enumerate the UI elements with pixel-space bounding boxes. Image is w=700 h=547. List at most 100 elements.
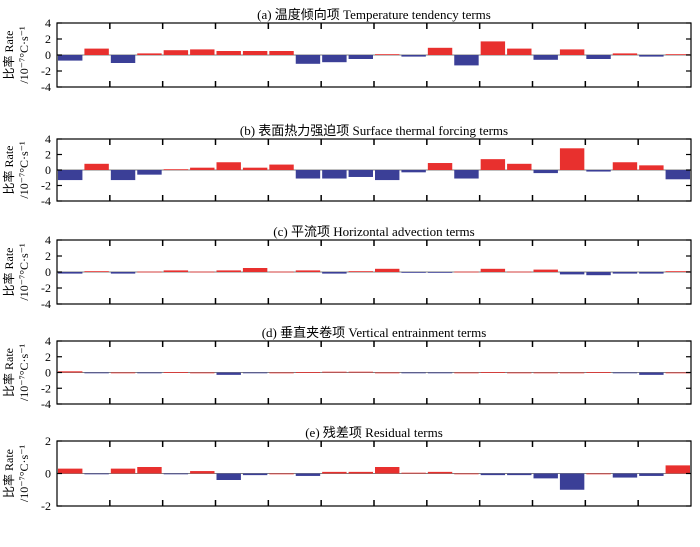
y-tick-label: 4 (45, 16, 51, 30)
y-axis-unit: /10⁻⁷°C·s⁻¹ (17, 444, 31, 502)
bar (269, 271, 294, 273)
y-axis-label: 比率 Rate (1, 31, 16, 80)
bar (348, 371, 373, 373)
bar (533, 473, 558, 479)
bar (190, 167, 215, 170)
panel-d: (d) 垂直夹卷项 Vertical entrainment terms -4 -2… (1, 325, 692, 411)
bar (533, 269, 558, 272)
bar (216, 270, 241, 272)
bar (559, 272, 585, 275)
bar (322, 471, 347, 474)
bar (454, 372, 479, 374)
bar (269, 164, 294, 170)
bar (507, 271, 532, 273)
bar (639, 372, 664, 375)
bar (295, 170, 321, 179)
bar (375, 467, 400, 474)
bar (295, 270, 321, 272)
bar (507, 473, 532, 476)
bar (110, 272, 136, 274)
bar (375, 372, 400, 374)
bar (427, 272, 453, 273)
panel-c: (c) 平流项 Horizontal advection terms -4 -2 0 2… (1, 224, 692, 311)
y-axis-unit: /10⁻⁷°C·s⁻¹ (17, 141, 31, 199)
y-tick-label: 4 (45, 132, 51, 146)
bar (163, 473, 189, 475)
y-tick-label: 2 (45, 434, 51, 448)
y-tick-label: 0 (45, 48, 51, 62)
bar (533, 55, 558, 60)
bar (269, 51, 294, 55)
y-tick-label: -4 (41, 297, 51, 311)
bar (639, 272, 664, 274)
bar (665, 170, 690, 180)
bar (480, 268, 506, 272)
bar (427, 372, 453, 374)
bar (163, 270, 189, 272)
bar (348, 55, 373, 59)
panel-title: (a) 温度倾向项 Temperature tendency terms (257, 7, 491, 22)
bar (137, 53, 162, 55)
bar (58, 272, 83, 274)
bar (295, 55, 321, 64)
bar (84, 163, 109, 170)
y-tick-label: 0 (45, 163, 51, 177)
bar (84, 372, 109, 374)
bar (480, 372, 506, 373)
bar (480, 41, 506, 55)
bar (401, 170, 426, 173)
bar (242, 167, 268, 170)
bar (242, 473, 268, 476)
bar (348, 271, 373, 272)
y-axis-label: 比率 Rate (1, 248, 16, 297)
bar (586, 272, 611, 276)
bar (612, 272, 638, 274)
bar (58, 55, 83, 61)
bar (84, 473, 109, 475)
bar (507, 372, 532, 374)
bar (559, 49, 585, 55)
y-tick-label: 2 (45, 350, 51, 364)
bar (110, 372, 136, 374)
bar (190, 271, 215, 273)
bar (454, 271, 479, 273)
y-axis-unit: /10⁻⁷°C·s⁻¹ (17, 343, 31, 401)
bar (137, 467, 162, 474)
bar (137, 170, 162, 175)
y-tick-label: -4 (41, 397, 51, 411)
y-tick-label: -2 (41, 179, 51, 193)
bar (559, 473, 585, 490)
bar (216, 162, 241, 170)
y-axis-label: 比率 Rate (1, 449, 16, 498)
y-tick-label: -2 (41, 281, 51, 295)
y-tick-label: 2 (45, 249, 51, 263)
bar (163, 372, 189, 373)
bar (269, 372, 294, 374)
bar (375, 54, 400, 55)
bar (110, 170, 136, 181)
bar (427, 471, 453, 474)
bar (190, 471, 215, 474)
bar (348, 170, 373, 177)
bar (322, 371, 347, 373)
bar (137, 372, 162, 374)
bar (401, 472, 426, 474)
panel-title: (e) 残差项 Residual terms (305, 425, 443, 440)
bar (533, 372, 558, 374)
panel-title: (b) 表面热力强迫项 Surface thermal forcing term… (240, 123, 508, 138)
bar (665, 372, 690, 374)
bar (190, 49, 215, 55)
bar (507, 48, 532, 55)
panel-a: (a) 温度倾向项 Temperature tendency terms -4 -2… (1, 7, 692, 94)
bar (559, 148, 585, 170)
y-tick-label: 2 (45, 148, 51, 162)
bar (665, 271, 690, 272)
bar (612, 162, 638, 170)
bar (84, 271, 109, 272)
bar (242, 372, 268, 374)
bar (612, 473, 638, 478)
y-tick-label: 0 (45, 467, 51, 481)
bar (639, 473, 664, 476)
bar (295, 372, 321, 373)
bar (348, 471, 373, 474)
